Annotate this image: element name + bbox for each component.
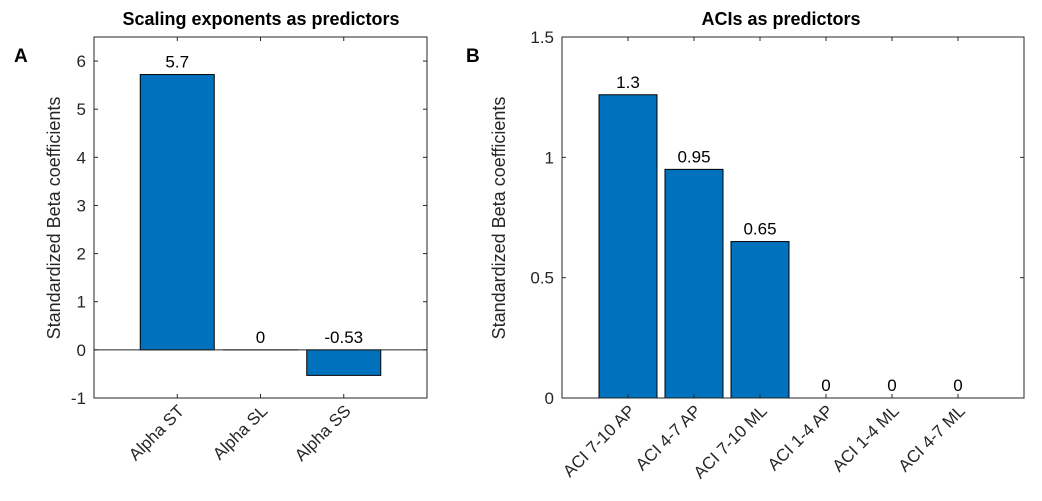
- panel-b-chart: B ACIs as predictors Standardized Beta c…: [466, 9, 1025, 482]
- panel-b-data-label-6: 0: [953, 376, 962, 395]
- panel-a-bar-1: [139, 74, 215, 351]
- panel-b-bars: 1.3 0.95 0.65 0 0 0: [598, 73, 988, 399]
- panel-b-x-tick-label-6: ACI 4-7 ML: [895, 401, 969, 475]
- panel-a-bar-3: [306, 349, 382, 376]
- panel-a-x-tick-label-2: Alpha SL: [209, 401, 271, 463]
- panel-a-x-tick-label-3: Alpha SS: [291, 401, 355, 465]
- panel-b-data-label-1: 1.3: [616, 73, 640, 92]
- panel-b-bar-1: [598, 94, 658, 399]
- panel-a-y-tick-label-5: 3: [77, 196, 86, 215]
- panel-b-y-tick-label-2: 0.5: [530, 269, 554, 288]
- panel-a-letter: A: [14, 46, 28, 67]
- panel-b-bar-2: [664, 168, 724, 399]
- panel-a-data-label-3: -0.53: [324, 328, 363, 347]
- panel-a-chart: A Scaling exponents as predictors Standa…: [14, 9, 428, 465]
- panel-b-letter: B: [466, 46, 480, 67]
- panel-a-y-tick-label-6: 4: [77, 148, 86, 167]
- panel-a-title: Scaling exponents as predictors: [122, 9, 399, 29]
- panel-b-x-tick-label-4: ACI 1-4 AP: [764, 401, 837, 474]
- panel-a-y-tick-label-2: 0: [77, 341, 86, 360]
- panel-b-x-tick-label-1: ACI 7-10 AP: [559, 401, 639, 481]
- panel-a-y-tick-label-7: 5: [77, 100, 86, 119]
- panel-a-data-label-1: 5.7: [165, 53, 189, 72]
- panel-b-axes-box: [561, 36, 1025, 399]
- panel-b-y-axis-label: Standardized Beta coefficients: [489, 97, 509, 340]
- panel-b-data-label-3: 0.65: [743, 220, 776, 239]
- panel-b-data-label-4: 0: [821, 376, 830, 395]
- panel-b-x-tick-label-5: ACI 1-4 ML: [829, 401, 903, 475]
- panel-a-y-tick-label-3: 1: [77, 293, 86, 312]
- panel-a-data-label-2: 0: [256, 328, 265, 347]
- panel-b-bar-3: [730, 241, 790, 399]
- panel-a-y-tick-label-1: -1: [71, 389, 86, 408]
- panel-b-y-tick-label-3: 1: [545, 148, 554, 167]
- panel-b-data-label-5: 0: [887, 376, 896, 395]
- panel-b-y-tick-label-4: 1.5: [530, 28, 554, 47]
- panel-a-x-tick-label-1: Alpha ST: [125, 401, 188, 464]
- panel-a-y-axis-label: Standardized Beta coefficients: [44, 97, 64, 340]
- panel-a-y-tick-label-8: 6: [77, 52, 86, 71]
- panel-b-x-tick-label-2: ACI 4-7 AP: [632, 401, 705, 474]
- panel-b-title: ACIs as predictors: [701, 9, 860, 29]
- panel-b-data-label-2: 0.95: [677, 147, 710, 166]
- panel-a-bars: 5.7 0 -0.53: [94, 53, 427, 376]
- panel-a-y-ticks: -1 0 1 2 3 4 5 6: [71, 52, 427, 408]
- panel-b-y-tick-label-1: 0: [545, 389, 554, 408]
- panel-b-y-ticks: 0 0.5 1 1.5: [530, 28, 1024, 408]
- panel-a-y-tick-label-4: 2: [77, 245, 86, 264]
